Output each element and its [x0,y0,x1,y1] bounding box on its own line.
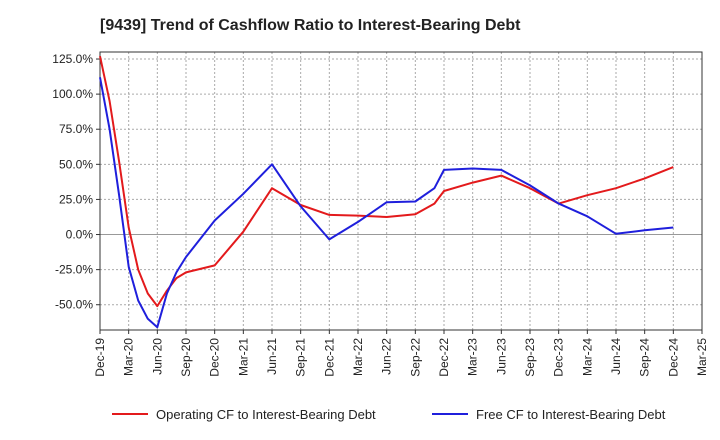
x-tick-label: Dec-20 [208,338,222,377]
x-tick-label: Jun-20 [150,338,164,375]
legend-label-1: Free CF to Interest-Bearing Debt [476,407,666,422]
x-tick-label: Dec-22 [437,338,451,377]
x-tick-label: Dec-23 [552,338,566,377]
x-tick-label: Mar-22 [351,338,365,376]
chart-title: [9439] Trend of Cashflow Ratio to Intere… [100,17,521,34]
x-tick-label: Jun-24 [609,338,623,375]
x-tick-label: Sep-24 [638,338,652,377]
series-lines [99,55,674,329]
x-tick-label: Sep-20 [179,338,193,377]
y-tick-label: 100.0% [52,87,93,101]
y-tick-label: 75.0% [59,122,93,136]
x-tick-label: Sep-23 [523,338,537,377]
x-tick-label: Mar-23 [466,338,480,376]
x-tick-label: Mar-20 [122,338,136,376]
y-tick-label: 25.0% [59,192,93,206]
x-tick-label: Jun-21 [265,338,279,375]
legend: Operating CF to Interest-Bearing Debt Fre… [112,407,666,422]
x-tick-label: Mar-21 [236,338,250,376]
y-tick-label: 0.0% [66,228,94,242]
x-tick-label: Mar-24 [580,338,594,376]
plot-frame [99,51,703,331]
x-tick-label: Sep-22 [408,338,422,377]
y-tick-label: 50.0% [59,157,93,171]
horizontal-gridlines [100,58,702,306]
series-line-1 [99,77,674,329]
x-tick-label: Sep-21 [294,338,308,377]
x-tick-label: Dec-19 [93,338,107,377]
legend-label-0: Operating CF to Interest-Bearing Debt [156,407,376,422]
x-tick-label: Dec-21 [322,338,336,377]
x-tick-label: Mar-25 [695,338,709,376]
y-axis-tick-labels: 125.0% 100.0% 75.0% 50.0% 25.0% 0.0% -25.0% -50… [52,52,100,312]
x-tick-label: Dec-24 [666,338,680,377]
x-tick-label: Jun-22 [380,338,394,375]
series-line-0 [99,55,674,308]
x-axis-tick-labels: Dec-19 Mar-20 Jun-20 Sep-20 Dec-20 Mar-21 Jun-… [93,330,709,377]
y-tick-label: -25.0% [55,263,93,277]
y-tick-label: -50.0% [55,298,93,312]
y-tick-label: 125.0% [52,52,93,66]
x-tick-label: Jun-23 [494,338,508,375]
